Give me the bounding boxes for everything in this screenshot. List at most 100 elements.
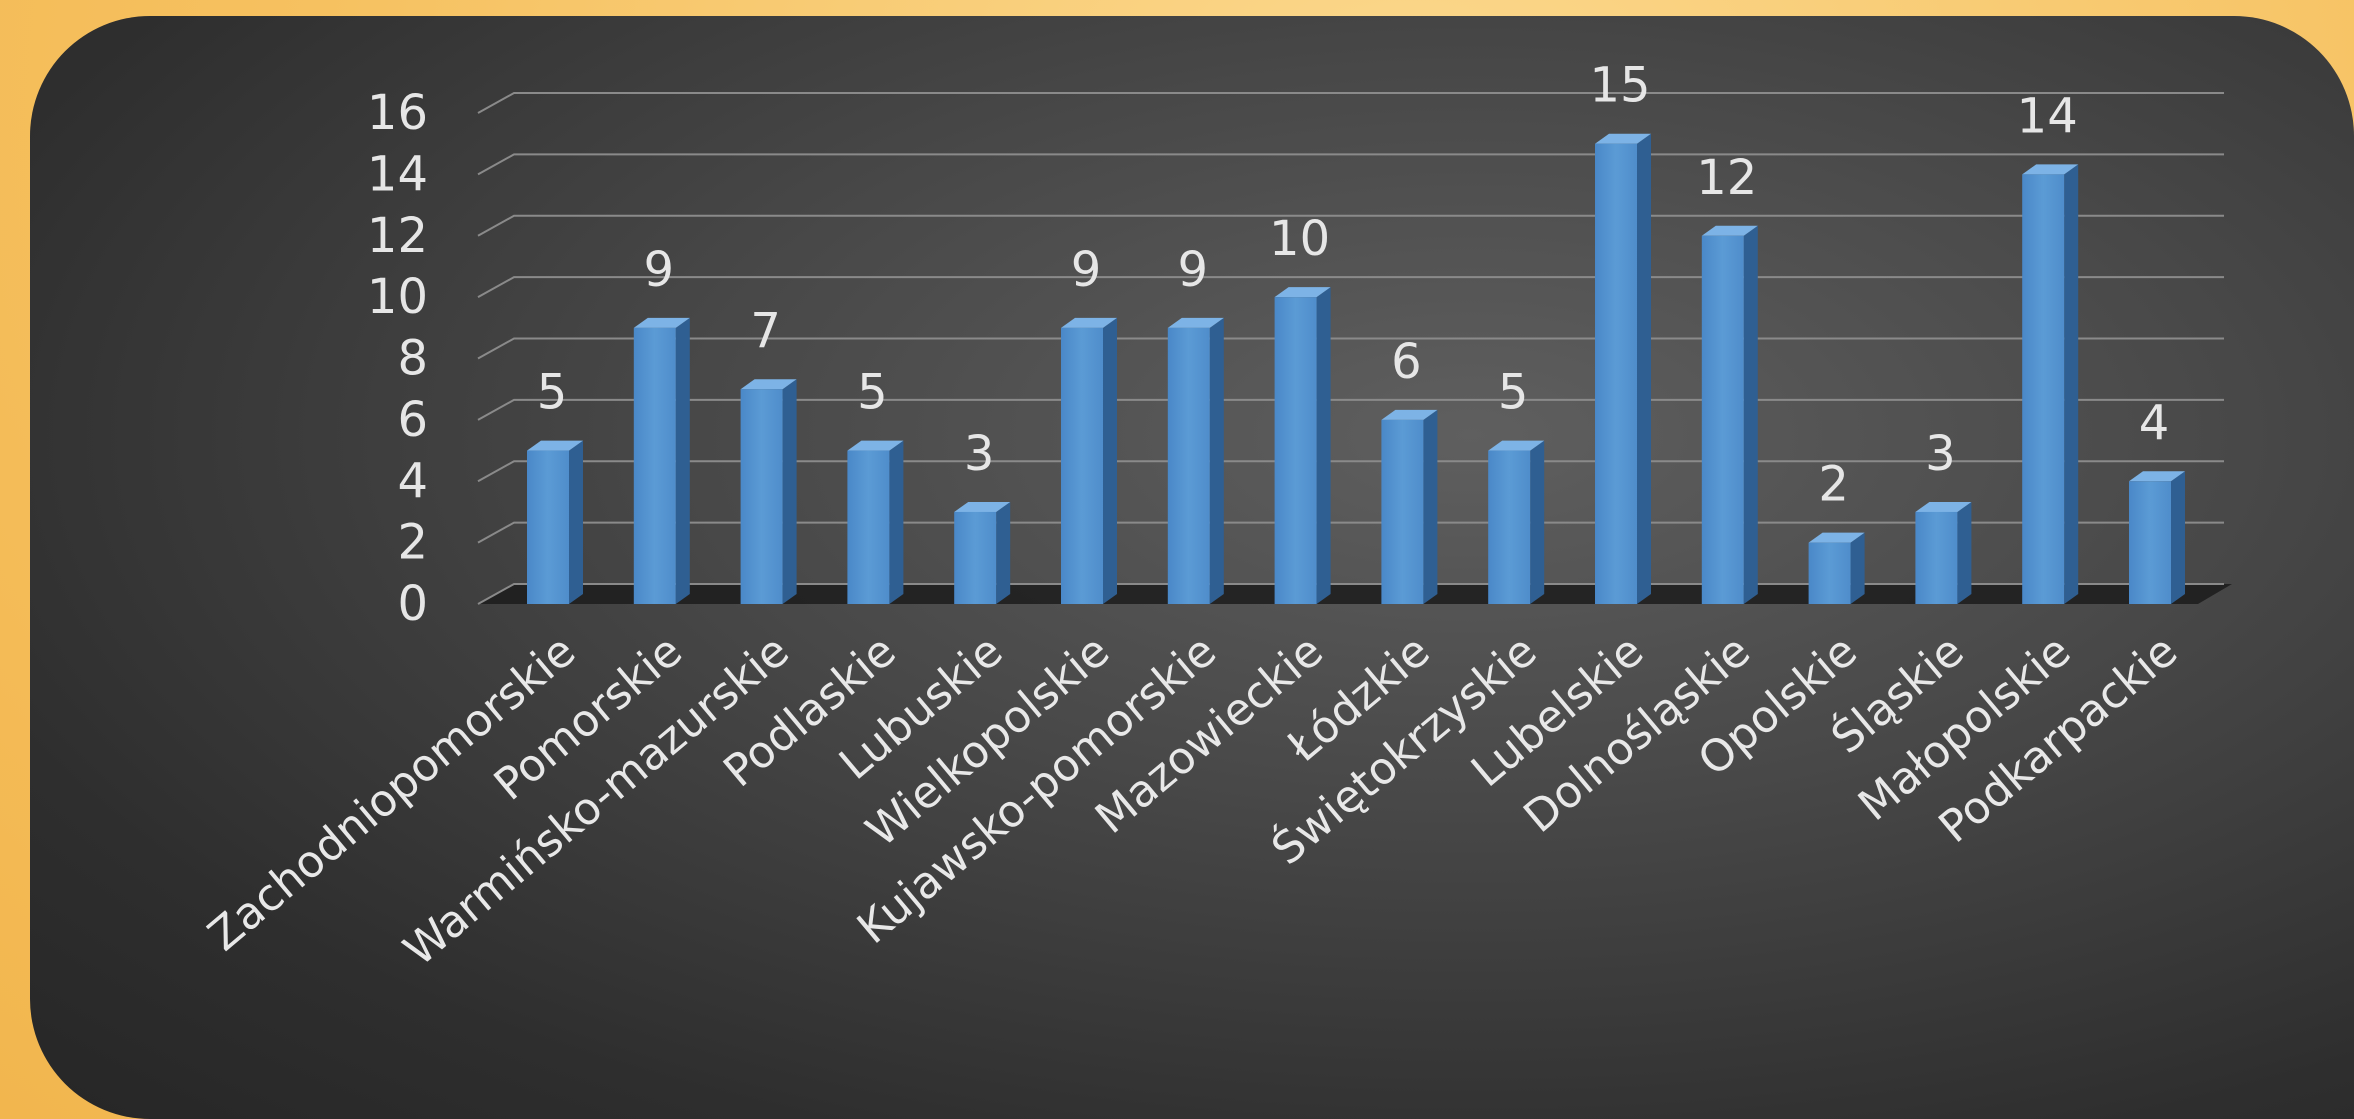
data-labels: 5 9 7 5 3 9 9 10 6 5 15 12 2 3 14 4 [537,58,2170,513]
bar-top [1808,532,1865,543]
data-label: 4 [2139,395,2170,451]
bar-front [847,450,890,604]
gridline [477,583,2224,605]
gridline [477,153,2224,176]
y-tick-label: 12 [367,208,428,264]
bar-top [2022,164,2079,175]
bar-side [1316,287,1331,604]
bar-side [1743,225,1758,604]
data-label: 2 [1818,457,1849,513]
bar-front [1488,450,1531,604]
bar-front [2129,481,2171,604]
y-tick-label: 0 [397,576,428,632]
bar-top [1381,409,1438,420]
bar [1808,532,1865,604]
bar-top [847,440,904,451]
bar-side [2064,164,2079,604]
gridline [477,398,2224,421]
data-label: 6 [1391,334,1422,390]
bar-top [633,317,690,328]
bar [2129,471,2185,604]
data-label: 9 [1071,242,1102,298]
bar-side [1530,440,1545,604]
data-label: 5 [537,365,568,421]
bar-front [527,450,569,604]
data-label: 14 [2017,88,2078,144]
chart-floor [478,584,2232,604]
y-tick-label: 2 [397,515,428,571]
data-label: 9 [644,242,675,298]
y-tick-label: 14 [367,146,428,202]
bar-top [2129,471,2185,482]
bar-side [675,317,690,604]
bar-front [1915,511,1958,604]
bar-side [1209,317,1224,604]
bar-front [954,511,997,604]
bar [1274,287,1331,604]
bar-front [1808,542,1851,604]
bars [527,133,2185,604]
gridline [477,276,2224,298]
data-label: 3 [964,426,995,482]
bar-front [2022,174,2065,604]
bar-side [1850,532,1865,604]
data-label: 5 [857,365,888,421]
bar-side [782,379,797,604]
bar-side [1103,317,1117,604]
bar [740,379,797,604]
bar [954,501,1011,604]
gridlines [477,92,2224,605]
gridline [477,460,2224,483]
gridline [477,214,2224,237]
bar [527,440,583,604]
bar-side [889,440,904,604]
y-tick-label: 8 [397,331,428,387]
y-tick-label: 6 [397,392,428,448]
bar-top [527,440,583,451]
data-label: 3 [1925,426,1956,482]
y-tick-label: 10 [367,269,428,325]
bar-top [1915,501,1972,512]
bar [1701,225,1758,604]
bar-front [1274,297,1317,604]
data-label: 15 [1589,58,1650,114]
bar-front [1595,143,1637,604]
y-tick-label: 16 [367,85,428,141]
bar-top [1488,440,1545,451]
bar-top [740,379,797,390]
x-axis-labels: ZachodniopomorskiePomorskieWarmińsko-maz… [199,624,2187,976]
bar [1381,409,1438,604]
bar [1595,133,1651,604]
bar-top [1061,317,1117,328]
bar-side [1957,501,1972,604]
data-label: 5 [1498,365,1529,421]
data-label: 9 [1178,242,1209,298]
bar [2022,164,2079,604]
gridline [477,337,2224,360]
bar-top [1167,317,1224,328]
gridline [477,521,2224,544]
data-label: 7 [750,303,781,359]
bar [633,317,690,604]
chart-floor-plane [478,584,2232,604]
bar-top [1595,133,1651,144]
bar [1167,317,1224,604]
bar-top [1274,287,1331,298]
chart-panel: 0 2 4 6 8 10 12 14 16 5 9 7 5 3 9 9 10 6 5 15 12 2 3 14 4 Zacho… [30,16,2354,1119]
bar [1488,440,1545,604]
bar [1061,317,1117,604]
bar-top [1701,225,1758,236]
bar-front [1381,419,1424,604]
data-label: 12 [1696,150,1757,206]
bar [1915,501,1972,604]
bar-top [954,501,1011,512]
bar-side [1423,409,1438,604]
bar-front [633,327,676,604]
bar-front [740,389,783,604]
data-label: 10 [1269,211,1330,267]
bar-side [996,501,1011,604]
bar-front [1167,327,1210,604]
bar-front [1701,235,1744,604]
